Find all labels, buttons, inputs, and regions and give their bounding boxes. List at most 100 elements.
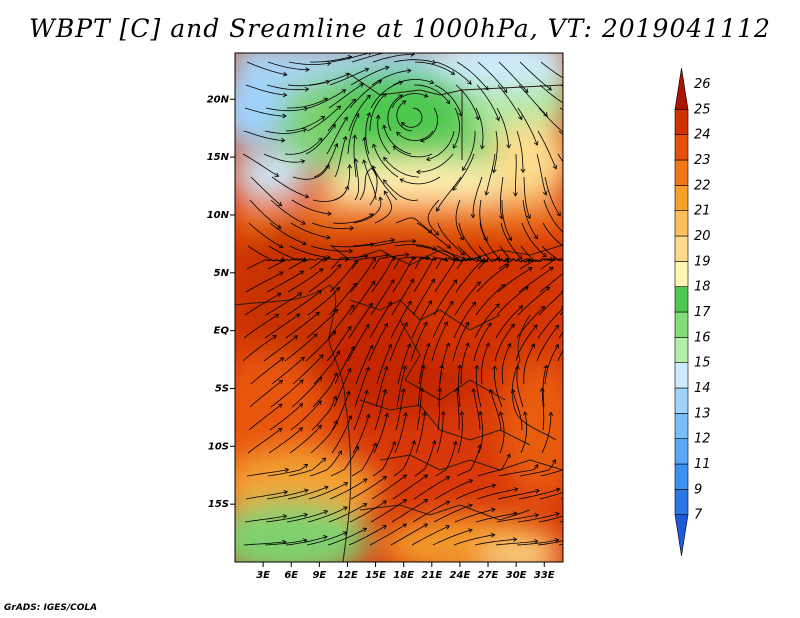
streamline <box>460 342 469 384</box>
streamline <box>401 107 423 128</box>
streamline <box>434 84 462 117</box>
streamline-arrow-icon <box>299 270 305 275</box>
streamline <box>520 411 528 454</box>
streamline-arrow-icon <box>552 459 557 464</box>
streamline-arrow-icon <box>476 281 481 286</box>
streamline <box>411 300 432 339</box>
footer-credit: GrADS: IGES/COLA <box>4 603 98 613</box>
streamline <box>517 286 550 316</box>
streamline-arrow-icon <box>523 411 528 416</box>
streamline-arrow-icon <box>476 254 482 259</box>
streamline <box>544 176 561 217</box>
streamline-arrow-icon <box>506 144 512 149</box>
streamline-arrow-icon <box>595 506 599 510</box>
streamline-arrow-icon <box>423 523 429 528</box>
streamline <box>348 302 373 339</box>
streamline <box>435 61 472 85</box>
streamline <box>392 474 428 500</box>
streamline-arrow-icon <box>507 236 513 242</box>
lon-label: 30E <box>506 570 527 581</box>
streamline-arrow-icon <box>277 427 283 433</box>
colorbar-label: 20 <box>694 229 711 244</box>
streamline-arrow-icon <box>460 256 466 262</box>
streamline-arrow-icon <box>366 112 371 117</box>
streamline <box>497 84 523 120</box>
streamline <box>374 190 393 224</box>
streamline-arrow-icon <box>593 223 597 227</box>
streamline <box>392 257 416 293</box>
streamline-arrow-icon <box>336 264 342 269</box>
streamline-arrow-icon <box>580 183 584 187</box>
streamline <box>453 534 495 546</box>
streamline <box>414 61 455 75</box>
streamline <box>244 292 282 316</box>
streamline-arrow-icon <box>470 214 476 219</box>
streamline <box>515 324 538 362</box>
streamline <box>353 135 357 178</box>
streamline <box>270 379 304 408</box>
streamline <box>416 222 451 249</box>
streamline <box>284 333 318 362</box>
streamline-arrow-icon <box>402 523 408 528</box>
streamline-arrow-icon <box>402 365 408 370</box>
colorbar-label: 19 <box>694 254 711 269</box>
streamline <box>242 153 279 177</box>
streamline-arrow-icon <box>445 99 451 105</box>
streamline-arrow-icon <box>474 364 480 370</box>
streamline <box>267 258 306 270</box>
streamline-arrow-icon <box>298 427 304 432</box>
colorbar-bin <box>674 134 689 161</box>
streamline <box>313 350 340 385</box>
streamline <box>242 335 277 362</box>
streamline <box>332 213 374 224</box>
streamline-arrow-icon <box>333 142 339 148</box>
streamline <box>333 164 351 201</box>
streamline-arrow-icon <box>423 474 429 479</box>
streamline <box>499 411 505 454</box>
streamline-arrow-icon <box>568 389 572 393</box>
streamline <box>364 137 378 178</box>
streamline-arrow-icon <box>327 211 332 217</box>
streamline <box>396 100 413 132</box>
streamline <box>454 508 496 523</box>
streamline-arrow-icon <box>430 278 435 283</box>
streamline-arrow-icon <box>303 512 308 518</box>
streamline-arrow-icon <box>593 258 597 262</box>
streamline <box>330 255 368 270</box>
lat-label: 10N <box>207 210 230 221</box>
streamline-arrow-icon <box>556 211 561 217</box>
lon-label: 21E <box>421 570 442 581</box>
streamline-arrow-icon <box>398 80 404 86</box>
streamline <box>288 258 327 270</box>
streamline-arrow-icon <box>548 266 554 272</box>
streamline <box>310 420 338 454</box>
streamline-arrow-icon <box>278 403 283 408</box>
streamline <box>438 365 443 408</box>
streamline-arrow-icon <box>303 463 309 469</box>
streamline <box>370 279 395 316</box>
streamline <box>475 284 506 316</box>
streamline-arrow-icon <box>462 166 467 172</box>
streamline-arrow-icon <box>515 365 520 370</box>
colorbar-bin <box>674 185 689 211</box>
streamline-arrow-icon <box>355 113 360 118</box>
streamline-arrow-icon <box>333 372 338 378</box>
streamline <box>433 504 473 523</box>
streamline-arrow-icon <box>341 89 347 94</box>
streamline <box>452 153 475 191</box>
streamline-arrow-icon <box>487 322 492 328</box>
streamline <box>565 366 573 407</box>
streamline <box>512 389 523 431</box>
streamline-arrow-icon <box>282 92 288 98</box>
streamline-arrow-icon <box>565 133 569 137</box>
streamline <box>435 441 457 477</box>
lat-label: 15S <box>208 499 229 510</box>
streamline-arrow-icon <box>575 535 579 539</box>
streamline <box>329 259 358 293</box>
streamline <box>311 222 354 230</box>
streamline-arrow-icon <box>547 86 552 91</box>
streamline <box>456 444 481 477</box>
streamline <box>560 84 563 87</box>
streamline <box>415 411 426 454</box>
